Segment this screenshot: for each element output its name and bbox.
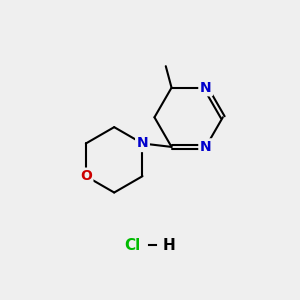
Text: N: N <box>137 136 148 151</box>
Text: O: O <box>80 169 92 183</box>
Text: Cl: Cl <box>124 238 140 253</box>
Text: H: H <box>163 238 176 253</box>
Text: N: N <box>200 81 212 95</box>
Text: N: N <box>200 140 212 154</box>
